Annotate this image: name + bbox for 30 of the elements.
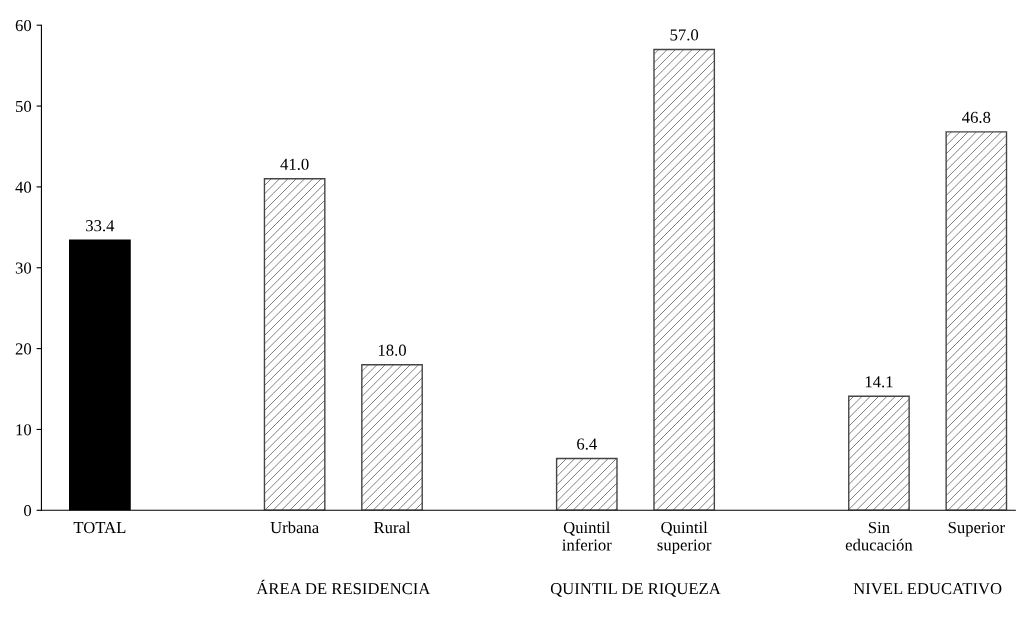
bar xyxy=(653,48,716,511)
x-tick-label: TOTAL xyxy=(73,521,126,534)
x-tick-label: Quintil superior xyxy=(657,521,712,554)
y-tick-label: 40 xyxy=(15,181,32,193)
y-tick-label: 60 xyxy=(15,19,32,32)
y-tick-label: 30 xyxy=(15,262,32,274)
y-tick-label: 0 xyxy=(24,505,32,517)
data-label: 41.0 xyxy=(280,158,309,170)
bar xyxy=(361,364,423,511)
text: ÁREA DE RESIDENCIA xyxy=(256,579,431,595)
data-label: 46.8 xyxy=(962,111,991,124)
x-tick-label: Urbana xyxy=(270,521,319,534)
data-label: 57.0 xyxy=(670,29,699,41)
bar xyxy=(945,131,1008,511)
bar xyxy=(263,178,326,511)
x-tick-label: Rural xyxy=(373,521,411,534)
data-label: 14.1 xyxy=(865,376,893,388)
y-tick-label: 10 xyxy=(16,424,32,436)
y-tick-label: 50 xyxy=(16,100,32,112)
bar xyxy=(555,457,618,511)
x-tick-label: Quintil inferior xyxy=(562,521,612,551)
y-tick-label: 20 xyxy=(15,343,32,355)
bar xyxy=(848,395,910,511)
x-tick-label: Sin educación xyxy=(845,521,913,551)
text: QUINTIL DE RIQUEZA xyxy=(550,583,721,597)
data-label: 18.0 xyxy=(378,344,406,356)
x-tick-label: Superior xyxy=(948,521,1005,537)
data-label: 33.4 xyxy=(86,220,115,232)
data-label: 6.4 xyxy=(577,438,597,450)
text: NIVEL EDUCATIVO xyxy=(853,583,1002,595)
